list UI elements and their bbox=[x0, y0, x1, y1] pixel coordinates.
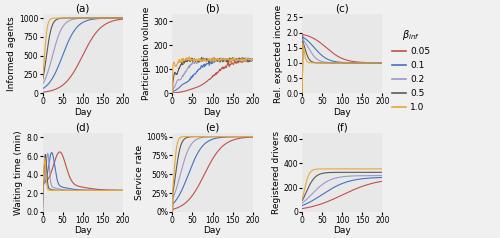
Title: (f): (f) bbox=[336, 122, 348, 132]
X-axis label: Day: Day bbox=[204, 226, 222, 235]
X-axis label: Day: Day bbox=[334, 108, 351, 117]
Y-axis label: Rel. expected income: Rel. expected income bbox=[274, 5, 283, 103]
X-axis label: Day: Day bbox=[204, 108, 222, 117]
Title: (d): (d) bbox=[76, 122, 90, 132]
X-axis label: Day: Day bbox=[74, 226, 92, 235]
Title: (e): (e) bbox=[206, 122, 220, 132]
X-axis label: Day: Day bbox=[334, 226, 351, 235]
Y-axis label: Waiting time (min): Waiting time (min) bbox=[14, 130, 24, 215]
Title: (b): (b) bbox=[205, 4, 220, 14]
Legend: 0.05, 0.1, 0.2, 0.5, 1.0: 0.05, 0.1, 0.2, 0.5, 1.0 bbox=[392, 28, 430, 112]
Y-axis label: Registered drivers: Registered drivers bbox=[272, 131, 280, 214]
Title: (c): (c) bbox=[336, 4, 349, 14]
Y-axis label: Service rate: Service rate bbox=[135, 145, 144, 200]
Title: (a): (a) bbox=[76, 4, 90, 14]
Y-axis label: Participation volume: Participation volume bbox=[142, 7, 151, 100]
X-axis label: Day: Day bbox=[74, 108, 92, 117]
Y-axis label: Informed agents: Informed agents bbox=[7, 16, 16, 91]
